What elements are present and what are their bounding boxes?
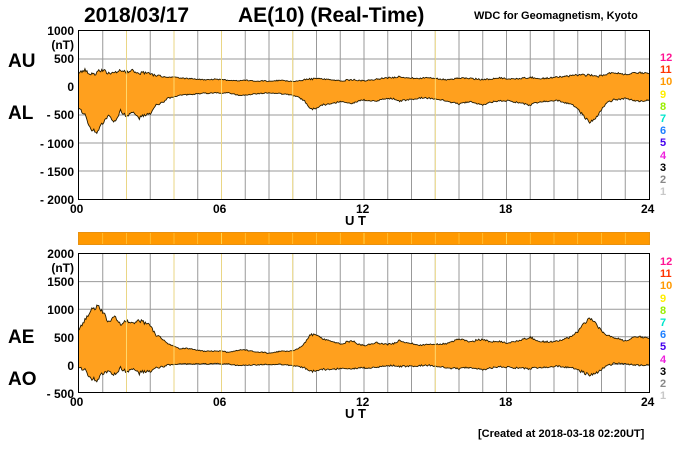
legend-item-7-top: 7 [660,112,667,125]
series-label-ao: AO [8,369,37,390]
legend-item-5-bottom: 5 [660,341,667,354]
page-title: AE(10) (Real-Time) [238,4,425,27]
activity-bar-ticks [102,233,626,244]
xtick-bottom-0: 00 [70,395,84,409]
legend-item-8-top: 8 [660,100,667,113]
legend-item-5-top: 5 [660,137,667,150]
ytick-top-6: - 2000 [39,193,74,207]
legend-item-12-bottom: 12 [660,256,673,268]
au-al-plot-area [79,31,649,199]
legend-item-1-top: 1 [660,186,667,199]
ytick-bottom-2: 1000 [47,303,74,317]
color-legend-top: 12 11 10 9 8 7 6 5 4 3 2 1 [660,52,682,198]
xtick-top-0: 00 [70,202,84,216]
ytick-bottom-5: - 500 [46,387,74,401]
ytick-top-1: 500 [53,52,74,66]
legend-item-2-bottom: 2 [660,377,667,390]
activity-level-bar [78,232,650,245]
series-label-ae: AE [8,327,35,348]
xtick-top-2: 12 [356,202,370,216]
series-label-al: AL [8,103,34,124]
created-timestamp: [Created at 2018-03-18 02:20UT] [478,428,645,440]
legend-item-7-bottom: 7 [660,316,667,329]
credit-label: WDC for Geomagnetism, Kyoto [474,10,638,22]
axis-unit-top: (nT) [51,38,74,52]
xtick-bottom-1: 06 [213,395,227,409]
legend-item-4-bottom: 4 [660,353,667,366]
ytick-bottom-3: 500 [53,331,74,345]
ytick-bottom-4: 0 [67,359,74,373]
legend-item-12-top: 12 [660,52,673,64]
legend-item-8-bottom: 8 [660,304,667,317]
xaxis-title-top: U T [345,213,366,228]
color-legend-bottom: 12 11 10 9 8 7 6 5 4 3 2 1 [660,256,682,402]
chart-panel-au-al [78,30,650,200]
ytick-bottom-0: 2000 [47,247,74,261]
axis-unit-bottom: (nT) [51,261,74,275]
page-title-date: 2018/03/17 [84,4,190,27]
ae-ao-plot-area [79,254,649,392]
xtick-top-1: 06 [213,202,227,216]
xtick-top-3: 18 [499,202,513,216]
ytick-top-5: - 1500 [39,165,74,179]
ytick-top-3: - 500 [46,108,74,122]
legend-item-4-top: 4 [660,149,667,162]
legend-item-11-top: 11 [660,64,672,77]
legend-item-6-bottom: 6 [660,329,667,342]
ytick-top-0: 1000 [47,24,74,38]
legend-item-6-top: 6 [660,125,667,138]
ytick-top-2: 0 [67,80,74,94]
legend-item-9-top: 9 [660,88,667,101]
series-label-au: AU [8,51,36,72]
xtick-bottom-2: 12 [356,395,370,409]
chart-panel-ae-ao [78,253,650,393]
legend-item-3-top: 3 [660,161,667,174]
xtick-bottom-3: 18 [499,395,513,409]
xaxis-title-bottom: U T [345,406,366,421]
ytick-bottom-1: 1500 [47,275,74,289]
legend-item-10-top: 10 [660,76,673,89]
legend-item-10-bottom: 10 [660,280,673,293]
legend-item-9-bottom: 9 [660,292,667,305]
legend-item-11-bottom: 11 [660,268,672,281]
legend-item-3-bottom: 3 [660,365,667,378]
xtick-bottom-4: 24 [641,395,655,409]
legend-item-2-top: 2 [660,173,667,186]
legend-item-1-bottom: 1 [660,390,667,403]
xtick-top-4: 24 [641,202,655,216]
ytick-top-4: - 1000 [39,137,74,151]
